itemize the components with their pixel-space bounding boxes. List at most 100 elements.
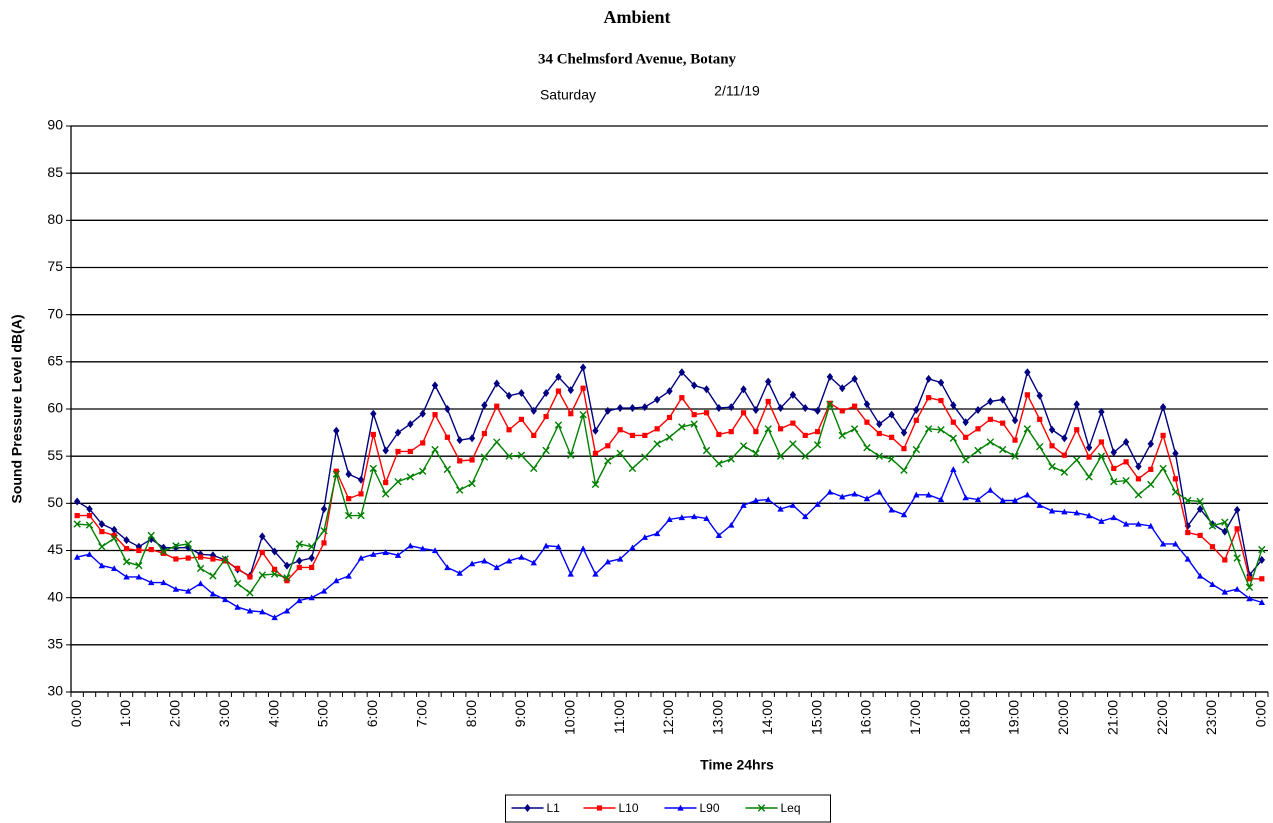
marker xyxy=(1233,505,1241,514)
marker xyxy=(172,543,180,552)
marker xyxy=(1061,508,1068,515)
x-tick-label: 22:00 xyxy=(1154,700,1170,735)
marker xyxy=(531,432,537,439)
marker xyxy=(419,467,427,475)
marker xyxy=(1159,403,1167,412)
marker xyxy=(654,426,660,432)
marker xyxy=(481,430,487,437)
marker xyxy=(629,432,636,439)
marker xyxy=(568,411,574,417)
chart-title: Ambient xyxy=(604,7,671,27)
marker xyxy=(394,552,402,558)
marker xyxy=(1221,527,1229,536)
marker xyxy=(259,549,265,555)
marker xyxy=(987,486,994,493)
marker xyxy=(221,555,229,563)
marker xyxy=(962,494,969,501)
marker xyxy=(1258,545,1266,554)
x-tick-label: 17:00 xyxy=(907,700,923,735)
marker xyxy=(259,608,266,615)
marker xyxy=(789,440,797,448)
marker xyxy=(802,513,809,520)
marker xyxy=(653,530,661,537)
marker xyxy=(777,404,784,413)
marker xyxy=(863,443,871,452)
marker xyxy=(975,426,981,432)
marker xyxy=(753,429,759,435)
marker xyxy=(468,434,476,443)
marker xyxy=(690,513,698,520)
marker xyxy=(1011,416,1019,425)
marker xyxy=(616,404,624,413)
marker xyxy=(159,547,168,556)
marker xyxy=(136,547,142,554)
marker xyxy=(432,412,438,418)
marker xyxy=(876,420,883,429)
marker xyxy=(1135,520,1142,527)
marker xyxy=(604,457,612,465)
x-tick-label: 15:00 xyxy=(808,700,824,735)
marker xyxy=(937,378,945,387)
marker xyxy=(524,804,531,812)
marker xyxy=(320,587,328,594)
marker xyxy=(876,488,883,495)
marker xyxy=(1209,581,1216,588)
marker xyxy=(271,614,278,621)
x-tick-label: 1:00 xyxy=(117,700,133,727)
marker xyxy=(530,464,538,473)
marker xyxy=(864,419,870,425)
marker xyxy=(863,495,871,502)
marker xyxy=(616,555,624,562)
marker xyxy=(370,551,377,557)
marker xyxy=(172,585,180,592)
marker xyxy=(628,464,637,473)
marker xyxy=(135,573,143,580)
marker xyxy=(1060,468,1069,476)
marker xyxy=(666,516,673,522)
marker xyxy=(1221,588,1229,595)
marker xyxy=(814,406,821,415)
marker xyxy=(592,426,599,435)
x-tick-label: 13:00 xyxy=(710,700,726,735)
marker xyxy=(1172,540,1179,547)
marker xyxy=(518,388,525,397)
marker xyxy=(1073,509,1080,516)
x-tick-label: 20:00 xyxy=(1055,700,1071,735)
marker xyxy=(702,446,711,455)
marker xyxy=(949,434,958,442)
marker xyxy=(924,425,933,433)
marker xyxy=(307,543,316,551)
marker xyxy=(1000,420,1006,426)
marker xyxy=(629,544,636,551)
marker xyxy=(86,551,93,557)
marker xyxy=(876,430,882,437)
marker xyxy=(839,408,845,414)
marker xyxy=(666,414,673,421)
marker xyxy=(444,564,451,571)
marker xyxy=(1246,576,1253,582)
marker xyxy=(383,479,389,486)
marker xyxy=(913,417,919,423)
marker xyxy=(321,540,327,546)
marker xyxy=(579,545,587,552)
marker xyxy=(1048,425,1056,434)
marker xyxy=(665,433,674,441)
marker xyxy=(716,431,722,438)
marker xyxy=(900,428,908,437)
marker xyxy=(641,534,649,540)
marker xyxy=(1011,452,1019,460)
marker xyxy=(481,557,488,564)
marker xyxy=(740,385,747,394)
marker xyxy=(99,529,105,535)
marker xyxy=(1134,491,1143,499)
marker xyxy=(987,416,993,422)
y-tick-label: 75 xyxy=(47,258,63,274)
marker xyxy=(596,805,603,811)
marker xyxy=(913,405,920,414)
marker xyxy=(234,565,241,572)
marker xyxy=(950,466,957,472)
legend: L1 L10 L90 Leq xyxy=(505,794,831,823)
marker xyxy=(740,410,747,416)
marker xyxy=(604,558,611,565)
marker xyxy=(1196,572,1204,579)
